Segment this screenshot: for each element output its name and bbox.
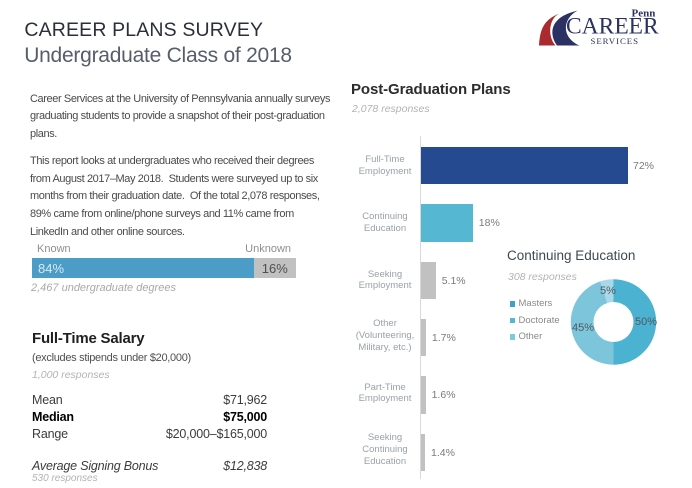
svg-text:Penn: Penn <box>632 8 656 20</box>
svg-text:SERVICES: SERVICES <box>591 36 639 46</box>
svg-text:CAREER: CAREER <box>566 14 659 40</box>
